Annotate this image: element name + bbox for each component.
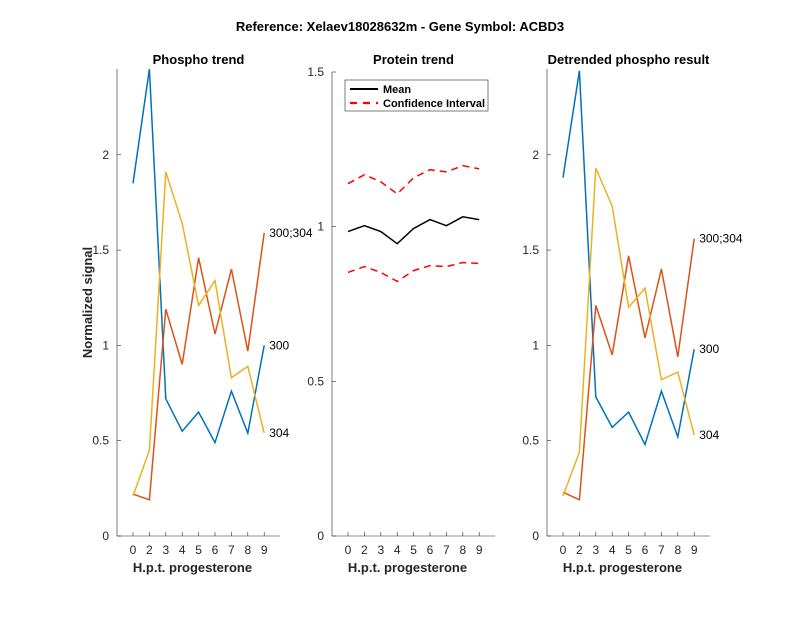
x-tick-label: 0 xyxy=(130,543,137,557)
y-tick-label: 2 xyxy=(102,148,109,162)
series-line-300-304 xyxy=(132,232,265,501)
x-tick-label: 4 xyxy=(609,543,616,557)
legend-label-ci: Confidence Interval xyxy=(383,98,485,110)
x-tick-label: 6 xyxy=(212,543,219,557)
legend: Mean Confidence Interval xyxy=(344,79,489,112)
y-tick-label: 0 xyxy=(317,529,324,543)
y-tick-label: 1.5 xyxy=(522,243,539,257)
series-line-mean xyxy=(347,216,480,245)
figure-suptitle: Reference: Xelaev18028632m - Gene Symbol… xyxy=(236,19,564,34)
y-tick-label: 1 xyxy=(317,220,324,234)
x-tick-label: 9 xyxy=(261,543,268,557)
x-tick-label: 3 xyxy=(162,543,169,557)
panel-title: Phospho trend xyxy=(153,52,245,67)
x-tick-label: 2 xyxy=(146,543,153,557)
x-tick-label: 7 xyxy=(443,543,450,557)
y-tick-label: 1 xyxy=(102,338,109,352)
x-tick-label: 3 xyxy=(377,543,384,557)
series-end-label: 300;304 xyxy=(699,232,743,246)
series-line-300-304 xyxy=(562,238,695,501)
series-end-label: 304 xyxy=(699,428,719,442)
x-tick-label: 4 xyxy=(394,543,401,557)
y-tick-label: 0.5 xyxy=(92,434,109,448)
x-tick-label: 5 xyxy=(195,543,202,557)
x-tick-label: 6 xyxy=(642,543,649,557)
y-tick-label: 2 xyxy=(532,148,539,162)
x-tick-label: 7 xyxy=(228,543,235,557)
y-tick-label: 0.5 xyxy=(307,374,324,388)
y-tick-label: 0.5 xyxy=(522,434,539,448)
y-tick-label: 1.5 xyxy=(92,243,109,257)
x-tick-label: 3 xyxy=(592,543,599,557)
x-tick-label: 9 xyxy=(691,543,698,557)
series-end-label: 300 xyxy=(269,338,289,352)
series-line-confidence-interval-upper xyxy=(347,164,480,195)
series-line-304 xyxy=(562,167,695,497)
x-tick-label: 5 xyxy=(410,543,417,557)
x-tick-label: 9 xyxy=(476,543,483,557)
y-tick-label: 1 xyxy=(532,338,539,352)
x-tick-label: 0 xyxy=(560,543,567,557)
series-line-confidence-interval-lower xyxy=(347,261,480,283)
panel-title: Detrended phospho result xyxy=(548,52,710,67)
legend-box xyxy=(344,79,489,112)
x-tick-label: 7 xyxy=(658,543,665,557)
x-axis-label: H.p.t. progesterone xyxy=(563,560,682,575)
x-tick-label: 2 xyxy=(361,543,368,557)
x-tick-label: 8 xyxy=(674,543,681,557)
x-axis-label: H.p.t. progesterone xyxy=(348,560,467,575)
x-tick-label: 5 xyxy=(625,543,632,557)
x-tick-label: 6 xyxy=(427,543,434,557)
y-tick-label: 1.5 xyxy=(307,65,324,79)
y-tick-label: 0 xyxy=(532,529,539,543)
x-tick-label: 4 xyxy=(179,543,186,557)
x-axis-label: H.p.t. progesterone xyxy=(133,560,252,575)
x-tick-label: 2 xyxy=(576,543,583,557)
x-tick-label: 8 xyxy=(459,543,466,557)
series-end-label: 300 xyxy=(699,342,719,356)
panel-title: Protein trend xyxy=(373,52,454,67)
y-tick-label: 0 xyxy=(102,529,109,543)
series-end-label: 300;304 xyxy=(269,226,313,240)
y-axis-label: Normalized signal xyxy=(80,247,95,358)
x-tick-label: 8 xyxy=(244,543,251,557)
series-line-304 xyxy=(132,171,265,497)
x-tick-label: 0 xyxy=(345,543,352,557)
series-end-label: 304 xyxy=(269,426,289,440)
legend-label-mean: Mean xyxy=(383,84,411,96)
